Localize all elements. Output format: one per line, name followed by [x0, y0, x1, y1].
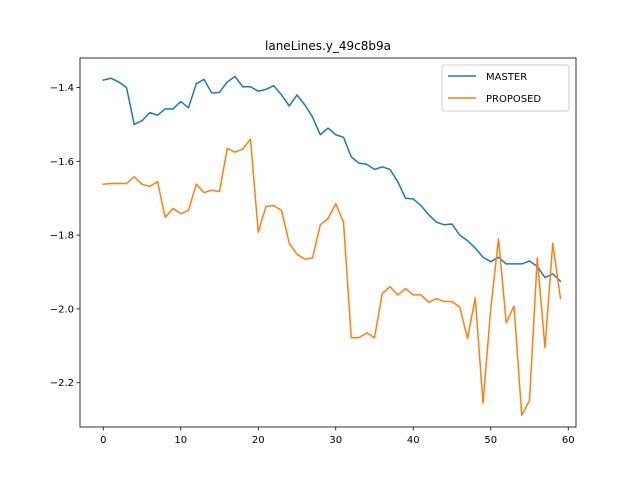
x-tick-label: 40	[407, 435, 420, 446]
legend-label-proposed: PROPOSED	[486, 94, 541, 105]
x-tick-label: 30	[329, 435, 342, 446]
x-tick-label: 60	[562, 435, 575, 446]
x-tick-label: 0	[100, 435, 106, 446]
y-tick-label: −2.2	[50, 378, 74, 389]
x-tick-label: 50	[484, 435, 497, 446]
y-tick-label: −1.8	[50, 231, 74, 242]
y-tick-label: −1.6	[50, 157, 74, 168]
y-tick-label: −1.4	[50, 83, 74, 94]
series-line-proposed	[102, 138, 562, 416]
x-axis: 0 10 20 30 40 50 60	[100, 427, 575, 446]
series-layer	[102, 75, 562, 416]
plot-frame	[79, 57, 577, 428]
y-axis: −2.2 −2.0 −1.8 −1.6 −1.4	[50, 83, 80, 389]
chart-title: laneLines.y_49c8b9a	[265, 39, 391, 53]
legend: MASTER PROPOSED	[441, 64, 570, 112]
y-tick-label: −2.0	[50, 304, 74, 315]
series-line-master	[102, 75, 562, 283]
x-tick-label: 20	[252, 435, 265, 446]
x-tick-label: 10	[174, 435, 187, 446]
legend-label-master: MASTER	[486, 72, 527, 83]
